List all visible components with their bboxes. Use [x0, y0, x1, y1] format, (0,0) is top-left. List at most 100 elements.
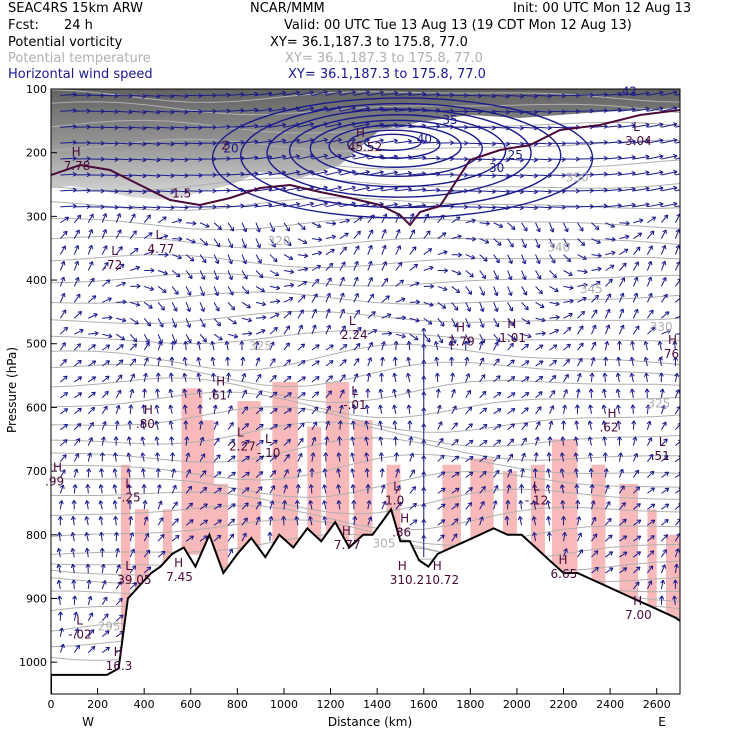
wind-vector-head [126, 436, 132, 441]
wind-vector-head [261, 329, 266, 334]
wind-vector-head [156, 356, 162, 362]
wind-vector-head [103, 405, 108, 411]
wind-vector-head [285, 342, 290, 347]
wind-vector-shaft [647, 107, 664, 112]
wind-vector-head [577, 532, 583, 537]
wind-vector-shaft [255, 204, 272, 208]
wind-vector-head [295, 106, 301, 112]
wind-vector-shaft [297, 139, 314, 144]
wind-vector-shaft [101, 564, 105, 574]
wind-vector-head [550, 390, 556, 395]
wind-vector-head [160, 306, 165, 311]
wind-vector-head [672, 595, 678, 600]
wind-vector-head [552, 344, 558, 349]
wind-vector-head [594, 566, 599, 572]
wind-vector-shaft [213, 333, 223, 341]
wind-vector-head [60, 292, 66, 298]
wind-vector-shaft [241, 487, 250, 494]
wind-vector-shaft [87, 468, 90, 478]
wind-vector-shaft [632, 261, 639, 271]
wind-vector-shaft [228, 173, 245, 176]
wind-vector-shaft [549, 254, 556, 264]
wind-vector-head [573, 452, 579, 457]
wind-vector-shaft [409, 141, 426, 144]
wind-vector-head [364, 436, 369, 441]
wind-vector-shaft [73, 311, 82, 319]
wind-vector-head [648, 292, 653, 298]
wind-vector-head [188, 274, 193, 280]
wind-vector-shaft [507, 110, 524, 113]
wind-vector-head [541, 317, 546, 323]
wind-vector-shaft [479, 270, 486, 279]
wind-vector-shaft [619, 124, 636, 128]
x-tick-label: 600 [180, 698, 201, 711]
wind-vector-head [115, 547, 120, 553]
wind-vector-shaft [605, 173, 622, 176]
cloud-column [214, 483, 229, 571]
wind-vector-shaft [213, 487, 222, 494]
wind-vector-shaft [353, 171, 370, 176]
wind-vector-head [622, 535, 628, 540]
wind-vector-head [77, 311, 83, 316]
wind-vector-head [635, 566, 641, 571]
wind-vector-head [273, 408, 278, 413]
wind-vector-head [351, 500, 357, 505]
wind-vector-head [629, 356, 635, 362]
theta-contour-line [51, 89, 680, 103]
wind-vector-head [62, 358, 67, 364]
wind-vector-shaft [521, 142, 538, 145]
wind-vector-shaft [619, 108, 636, 112]
wind-vector-head [108, 315, 113, 321]
wind-vector-head [439, 437, 444, 443]
wind-vector-shaft [127, 452, 131, 462]
wind-vector-shaft [73, 484, 76, 494]
wind-vector-shaft [115, 374, 123, 383]
extremum-letter: L [393, 480, 400, 494]
wind-vector-head [410, 469, 415, 474]
wind-vector-head [98, 484, 104, 489]
wind-vector-head [659, 170, 664, 175]
wind-vector-shaft [325, 390, 332, 399]
wind-vector-shaft [507, 174, 524, 177]
wind-vector-shaft [589, 436, 592, 446]
wind-vector-head [675, 389, 680, 394]
wind-vector-shaft [661, 107, 678, 112]
wind-vector-shaft [241, 270, 248, 280]
wind-vector-shaft [311, 406, 319, 415]
wind-vector-head [212, 404, 218, 409]
wind-vector-shaft [591, 254, 602, 257]
wind-vector-shaft [409, 172, 426, 176]
wind-vector-head [596, 239, 601, 244]
wind-vector-head [329, 360, 334, 365]
extremum-value: 3.04 [625, 134, 652, 148]
wind-vector-shaft [619, 188, 636, 192]
wind-vector-head [89, 421, 94, 427]
wind-vector-shaft [479, 470, 487, 478]
wind-vector-head [601, 420, 607, 425]
wind-vector-head [136, 283, 141, 289]
wind-vector-shaft [269, 408, 278, 415]
wind-vector-shaft [549, 436, 551, 446]
wind-vector-head [342, 246, 347, 252]
wind-vector-head [159, 517, 164, 522]
wind-vector-head [289, 269, 295, 275]
wind-vector-head [662, 549, 667, 554]
wind-vector-shaft [227, 333, 238, 338]
wind-vector-shaft [73, 423, 82, 431]
wind-vector-head [522, 291, 528, 296]
wind-vector-shaft [605, 534, 613, 542]
wind-vector-head [337, 153, 342, 159]
extremum-letter: H [53, 460, 62, 474]
wind-vector-head [89, 629, 95, 634]
wind-vector-head [148, 304, 153, 309]
wind-vector-head [168, 372, 174, 377]
wind-vector-shaft [660, 564, 666, 574]
wind-vector-head [295, 170, 301, 175]
wind-vector-head [272, 374, 277, 380]
wind-vector-shaft [381, 124, 398, 128]
wind-vector-shaft [549, 285, 559, 292]
wind-vector-head [141, 404, 147, 409]
wind-vector-shaft [589, 404, 592, 414]
wind-vector-shaft [659, 357, 662, 367]
wind-vector-head [378, 388, 384, 393]
